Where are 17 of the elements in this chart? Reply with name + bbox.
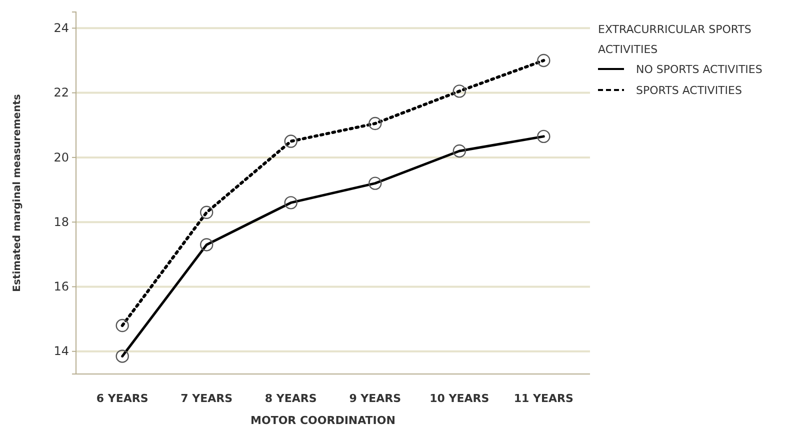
x-axis-title: MOTOR COORDINATION (250, 414, 396, 427)
y-tick-label: 14 (54, 344, 69, 358)
x-tick-label: 8 YEARS (264, 392, 317, 405)
y-tick-label: 22 (54, 86, 69, 100)
y-axis-title: Estimated marginal measurements (12, 94, 23, 292)
y-tick-label: 16 (54, 280, 69, 294)
x-tick-label: 7 YEARS (180, 392, 233, 405)
y-tick-label: 24 (54, 21, 69, 35)
legend-label: NO SPORTS ACTIVITIES (636, 63, 762, 76)
x-tick-label: 6 YEARS (96, 392, 148, 405)
y-tick-label: 20 (54, 150, 69, 164)
x-tick-label: 10 YEARS (430, 392, 490, 405)
legend-title: EXTRACURRICULAR SPORTS ACTIVITIES (598, 23, 752, 56)
x-tick-label: 9 YEARS (349, 392, 402, 405)
y-tick-label: 18 (54, 214, 69, 229)
legend-label: SPORTS ACTIVITIES (636, 84, 742, 97)
x-tick-label: 11 YEARS (514, 392, 574, 405)
